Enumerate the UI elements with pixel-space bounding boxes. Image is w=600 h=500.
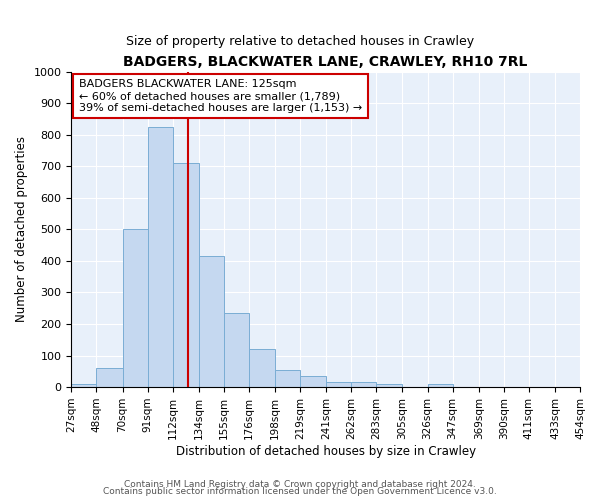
Bar xyxy=(71,384,96,387)
Bar xyxy=(428,384,452,387)
Bar xyxy=(300,376,326,387)
Bar xyxy=(199,256,224,387)
Bar xyxy=(96,368,122,387)
Bar xyxy=(173,163,199,387)
Bar xyxy=(326,382,351,387)
Y-axis label: Number of detached properties: Number of detached properties xyxy=(15,136,28,322)
Text: Size of property relative to detached houses in Crawley: Size of property relative to detached ho… xyxy=(126,35,474,48)
X-axis label: Distribution of detached houses by size in Crawley: Distribution of detached houses by size … xyxy=(176,444,476,458)
Bar xyxy=(224,313,249,387)
Text: Contains HM Land Registry data © Crown copyright and database right 2024.: Contains HM Land Registry data © Crown c… xyxy=(124,480,476,489)
Bar xyxy=(148,127,173,387)
Bar xyxy=(249,349,275,387)
Title: BADGERS, BLACKWATER LANE, CRAWLEY, RH10 7RL: BADGERS, BLACKWATER LANE, CRAWLEY, RH10 … xyxy=(124,55,528,69)
Bar xyxy=(122,230,148,387)
Bar xyxy=(275,370,300,387)
Bar xyxy=(376,384,403,387)
Bar xyxy=(351,382,376,387)
Text: Contains public sector information licensed under the Open Government Licence v3: Contains public sector information licen… xyxy=(103,487,497,496)
Text: BADGERS BLACKWATER LANE: 125sqm
← 60% of detached houses are smaller (1,789)
39%: BADGERS BLACKWATER LANE: 125sqm ← 60% of… xyxy=(79,80,362,112)
